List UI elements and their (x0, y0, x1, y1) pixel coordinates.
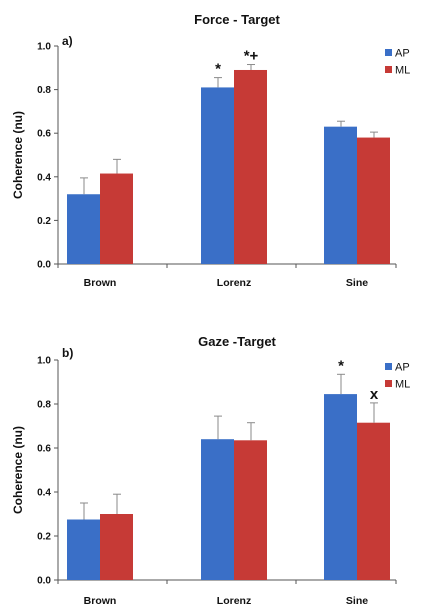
significance-marker: *+ (244, 48, 259, 65)
y-tick-label: 1.0 (37, 42, 51, 53)
y-tick-label: 0.6 (37, 444, 51, 455)
x-category-label: Brown (84, 277, 117, 289)
panel-label: a) (62, 34, 73, 48)
bar-ap-sine (324, 394, 357, 580)
y-tick-label: 0.8 (37, 85, 51, 96)
bar-ml-lorenz (234, 440, 267, 580)
y-tick-label: 0.2 (37, 532, 51, 543)
legend-swatch-ml (385, 66, 392, 73)
bar-ap-brown (67, 194, 100, 264)
bar-ml-lorenz (234, 69, 267, 264)
chart-panel-1: Force - Target a) 0.0 0.2 0.4 0.6 0.8 1.0 Cohere… (11, 12, 410, 289)
bar-ml-sine (357, 137, 390, 264)
panel-label: b) (62, 346, 73, 360)
chart-title: Gaze -Target (198, 334, 276, 349)
x-category-label: Sine (346, 595, 368, 607)
y-tick-label: 0.4 (37, 488, 51, 499)
y-tick-label: 1.0 (37, 356, 51, 367)
bar-ap-lorenz (201, 87, 234, 264)
bar-ap-brown (67, 519, 100, 580)
x-category-label: Lorenz (217, 595, 251, 607)
bar-ml-brown (100, 514, 133, 580)
y-tick-label: 0.8 (37, 400, 51, 411)
y-tick-label: 0.0 (37, 260, 51, 271)
chart-panel-2: Gaze -Target b) 0.0 0.2 0.4 0.6 0.8 1.0 Coherenc… (11, 334, 410, 607)
y-tick-label: 0.2 (37, 216, 51, 227)
significance-marker: * (215, 61, 221, 78)
bar-ap-lorenz (201, 439, 234, 580)
legend-swatch-ml (385, 380, 392, 387)
chart-title: Force - Target (194, 12, 280, 27)
significance-marker: x (370, 386, 379, 403)
legend-label-ap: AP (395, 362, 410, 374)
y-tick-label: 0.0 (37, 576, 51, 587)
y-tick-label: 0.6 (37, 129, 51, 140)
bar-ml-brown (100, 173, 133, 264)
x-category-label: Sine (346, 277, 368, 289)
legend-label-ap: AP (395, 48, 410, 60)
significance-marker: * (338, 357, 344, 374)
x-category-label: Lorenz (217, 277, 251, 289)
legend-swatch-ap (385, 363, 392, 370)
bar-ap-sine (324, 126, 357, 264)
legend-label-ml: ML (395, 65, 410, 77)
y-axis-label: Coherence (nu) (11, 426, 25, 514)
legend-swatch-ap (385, 49, 392, 56)
bar-ml-sine (357, 422, 390, 580)
legend-label-ml: ML (395, 379, 410, 391)
y-axis-label: Coherence (nu) (11, 111, 25, 199)
x-category-label: Brown (84, 595, 117, 607)
y-tick-label: 0.4 (37, 172, 51, 183)
